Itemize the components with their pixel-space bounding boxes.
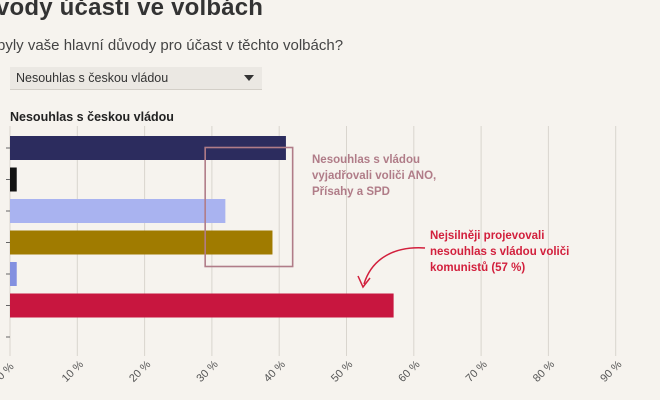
x-tick-label: 10 % xyxy=(60,358,86,384)
x-tick-label: 70 % xyxy=(464,358,490,384)
x-tick-label: 90 % xyxy=(598,358,624,384)
x-tick-label: 80 % xyxy=(531,358,557,384)
bar xyxy=(10,230,273,255)
page-title: vody účasti ve volbách xyxy=(0,0,264,21)
x-tick-label: 0 % xyxy=(0,361,17,383)
annotation-box xyxy=(204,146,294,268)
reason-select-value: Nesouhlas s českou vládou xyxy=(16,71,169,85)
bar xyxy=(10,199,226,223)
bar xyxy=(10,167,17,192)
x-tick-label: 40 % xyxy=(262,358,288,384)
x-tick-label: 30 % xyxy=(194,358,220,384)
reason-select[interactable]: Nesouhlas s českou vládou xyxy=(10,67,262,90)
x-tick-label: 60 % xyxy=(396,358,422,384)
chevron-down-icon xyxy=(244,75,254,81)
box-annotation: Nesouhlas s vládou vyjadřovali voliči AN… xyxy=(312,154,437,199)
arrow-head-icon xyxy=(357,275,371,289)
chart-heading: Nesouhlas s českou vládou xyxy=(10,110,174,124)
page-subtitle: byly vaše hlavní důvody pro účast v těch… xyxy=(0,37,344,54)
bar xyxy=(10,262,17,286)
x-tick-label: 50 % xyxy=(329,358,355,384)
highlight-annotation: Nejsilněji projevovali nesouhlas s vládo… xyxy=(430,230,570,275)
annotation-arrow xyxy=(363,247,426,285)
x-tick-label: 20 % xyxy=(127,358,153,384)
bar xyxy=(10,293,394,318)
